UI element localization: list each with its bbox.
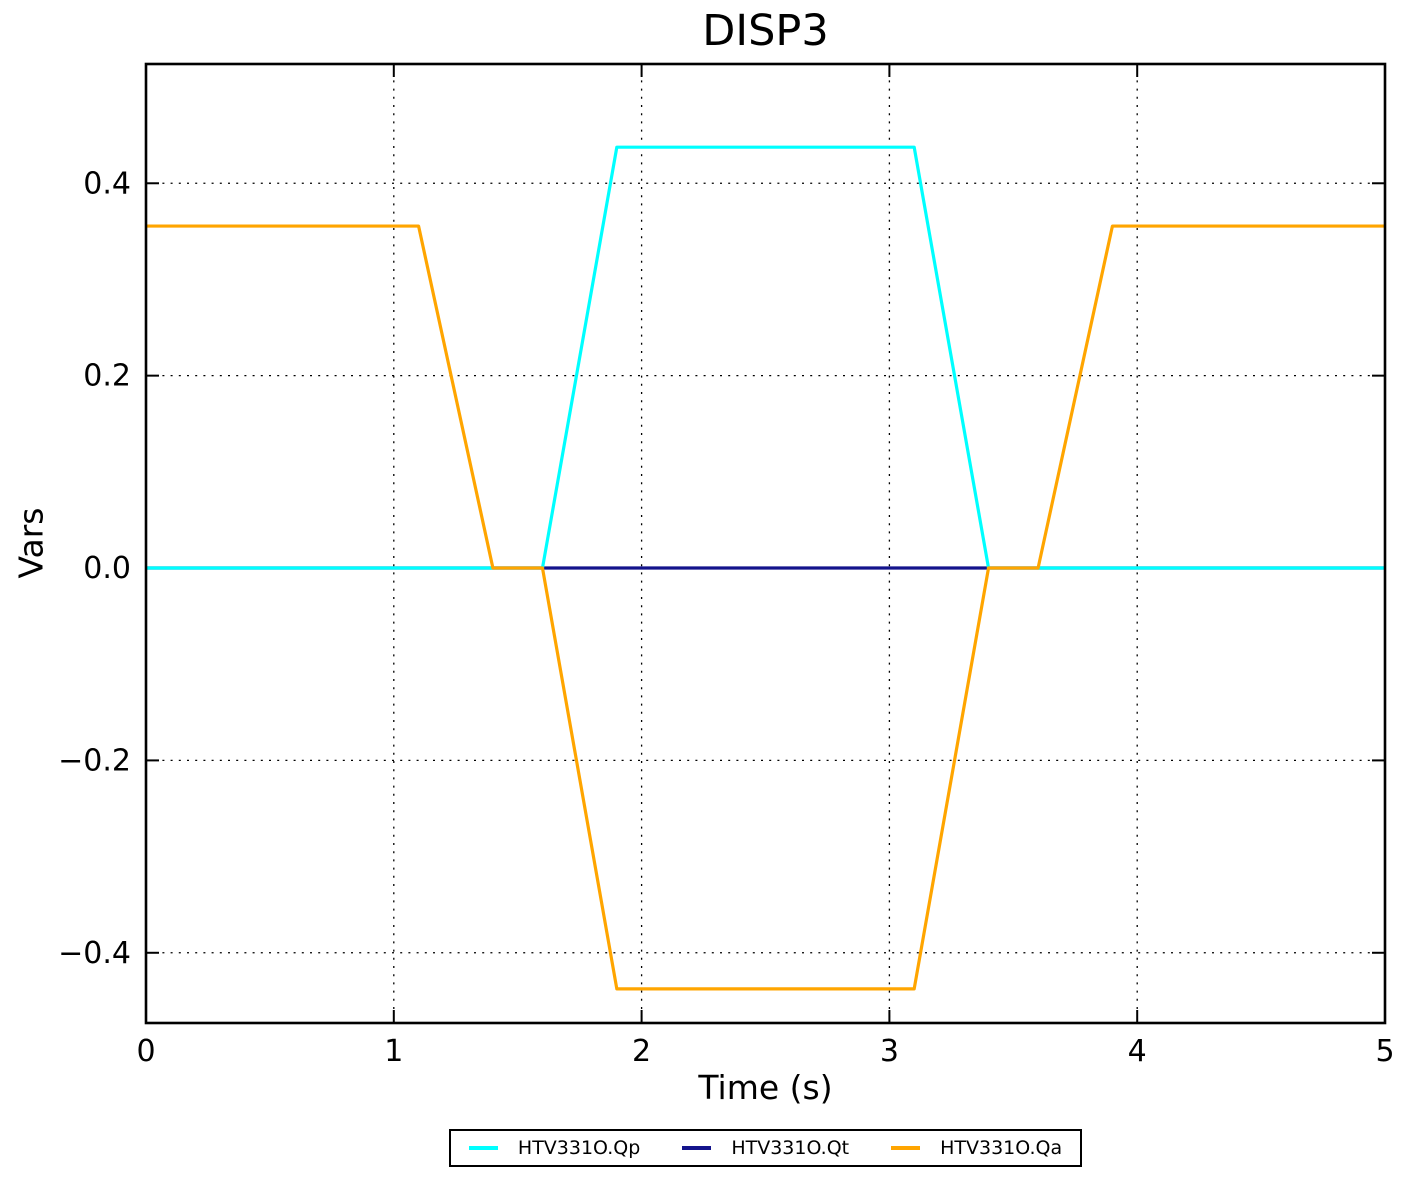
- legend-label: HTV331O.Qt: [731, 1137, 850, 1159]
- legend-line-swatch: [682, 1146, 712, 1150]
- legend-label: HTV331O.Qa: [940, 1137, 1063, 1159]
- legend-item-HTV331O.Qt: HTV331O.Qt: [682, 1137, 849, 1159]
- legend-row: HTV331O.Qp HTV331O.Qt HTV331O.Qa: [146, 1129, 1385, 1167]
- series-line-HTV331O.Qp: [146, 145, 1385, 570]
- legend-item-HTV331O.Qa: HTV331O.Qa: [891, 1137, 1062, 1159]
- y-axis-label: Vars: [11, 507, 51, 579]
- x-tick-label: 1: [384, 1034, 403, 1069]
- legend-item-HTV331O.Qp: HTV331O.Qp: [468, 1137, 641, 1159]
- legend-box: HTV331O.Qp HTV331O.Qt HTV331O.Qa: [448, 1129, 1083, 1167]
- legend-line-swatch: [891, 1146, 921, 1150]
- y-tick-label: 0.4: [83, 166, 131, 201]
- x-tick-label: 5: [1375, 1034, 1394, 1069]
- legend-label: HTV331O.Qp: [517, 1137, 641, 1159]
- x-tick-label: 2: [632, 1034, 651, 1069]
- chart-title: DISP3: [702, 6, 829, 56]
- series-line-HTV331O.Qa: [146, 224, 1385, 991]
- x-axis-label: Time (s): [698, 1068, 833, 1107]
- y-tick-label: 0.2: [83, 359, 131, 394]
- x-tick-label: 3: [880, 1034, 899, 1069]
- legend-line-swatch: [468, 1146, 498, 1150]
- y-tick-label: −0.2: [58, 743, 131, 778]
- x-tick-label: 0: [136, 1034, 155, 1069]
- y-tick-label: −0.4: [58, 936, 131, 971]
- x-tick-label: 4: [1128, 1034, 1147, 1069]
- y-tick-label: 0.0: [83, 551, 131, 586]
- plot-frame: [144, 62, 1387, 1025]
